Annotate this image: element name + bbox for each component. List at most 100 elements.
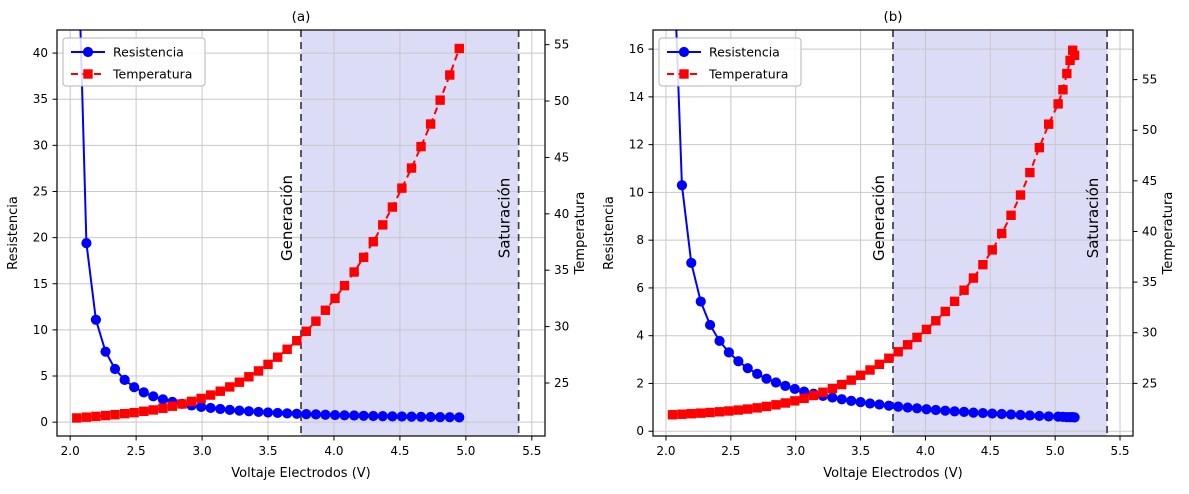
x-axis-label: Voltaje Electrodos (V) xyxy=(823,466,962,481)
marker-temperatura xyxy=(445,70,455,80)
marker-resistencia xyxy=(215,403,226,415)
series-layer xyxy=(667,30,1080,423)
marker-temperatura xyxy=(959,285,969,295)
marker-resistencia xyxy=(196,401,207,412)
legend-label: Temperatura xyxy=(708,67,788,82)
marker-temperatura xyxy=(1025,167,1035,178)
marker-temperatura xyxy=(743,404,753,414)
marker-resistencia xyxy=(977,407,989,419)
marker-temperatura xyxy=(912,332,922,343)
marker-resistencia xyxy=(148,391,159,402)
marker-resistencia xyxy=(415,411,427,422)
y-tick-left-label: 35 xyxy=(33,92,48,106)
marker-resistencia xyxy=(320,409,331,420)
marker-resistencia xyxy=(902,402,913,413)
y-tick-right-label: 45 xyxy=(554,150,569,164)
marker-resistencia xyxy=(846,395,857,406)
marker-temperatura xyxy=(987,245,997,255)
marker-resistencia xyxy=(1069,412,1080,423)
y-tick-right-label: 35 xyxy=(554,263,569,277)
marker-resistencia xyxy=(836,394,847,405)
marker-resistencia xyxy=(349,410,360,421)
marker-temperatura xyxy=(368,236,378,247)
y-tick-left-label: 4 xyxy=(636,329,644,343)
y-tick-left-label: 6 xyxy=(636,281,644,295)
marker-resistencia xyxy=(329,409,341,421)
marker-temperatura xyxy=(282,344,292,354)
marker-resistencia xyxy=(714,335,725,347)
marker-temperatura xyxy=(893,347,903,357)
marker-temperatura xyxy=(808,390,819,401)
marker-temperatura xyxy=(119,408,130,419)
y-tick-left-label: 14 xyxy=(629,90,644,104)
y-tick-right-label: 40 xyxy=(1142,224,1157,238)
marker-temperatura xyxy=(205,390,216,400)
marker-resistencia xyxy=(949,406,960,417)
marker-temperatura xyxy=(705,407,715,418)
marker-temperatura xyxy=(416,141,426,152)
marker-resistencia xyxy=(81,238,92,249)
marker-resistencia xyxy=(874,399,885,410)
marker-temperatura xyxy=(272,352,283,362)
x-tick-label: 5.0 xyxy=(1046,444,1065,458)
x-tick-label: 5.5 xyxy=(1110,444,1129,458)
marker-resistencia xyxy=(911,403,923,414)
marker-resistencia xyxy=(761,373,772,384)
generation-label: Generación xyxy=(278,175,296,261)
marker-temperatura xyxy=(234,377,245,387)
marker-temperatura xyxy=(1058,85,1068,95)
marker-temperatura xyxy=(780,398,791,408)
marker-resistencia xyxy=(301,409,312,420)
y-tick-left-label: 16 xyxy=(629,42,644,56)
marker-resistencia xyxy=(377,411,388,422)
x-tick-label: 3.0 xyxy=(786,444,805,458)
marker-temperatura xyxy=(790,396,800,406)
marker-temperatura xyxy=(686,409,696,419)
marker-resistencia xyxy=(243,406,255,417)
y-tick-left-label: 15 xyxy=(33,277,48,291)
marker-resistencia xyxy=(789,383,800,395)
marker-temperatura xyxy=(846,375,856,385)
marker-resistencia xyxy=(1034,410,1045,422)
marker-temperatura xyxy=(1034,142,1045,153)
marker-resistencia xyxy=(827,392,838,403)
saturation-label: Saturación xyxy=(496,178,514,259)
x-tick-label: 4.5 xyxy=(981,444,1000,458)
marker-temperatura xyxy=(406,163,417,173)
marker-temperatura xyxy=(378,220,388,230)
marker-resistencia xyxy=(704,319,716,331)
marker-resistencia xyxy=(291,408,302,419)
marker-temperatura xyxy=(1015,190,1026,200)
marker-resistencia xyxy=(396,411,407,422)
marker-temperatura xyxy=(997,228,1007,239)
marker-resistencia xyxy=(100,346,111,357)
marker-temperatura xyxy=(358,252,369,263)
marker-temperatura xyxy=(949,296,960,307)
marker-temperatura xyxy=(714,407,725,417)
marker-resistencia xyxy=(770,377,782,388)
marker-temperatura xyxy=(81,412,92,422)
marker-resistencia xyxy=(90,314,102,325)
marker-temperatura xyxy=(1053,99,1063,109)
marker-temperatura xyxy=(139,406,149,417)
subplot-title: (b) xyxy=(883,9,902,25)
marker-resistencia xyxy=(406,411,417,422)
y-axis-label-right: Temperatura xyxy=(1161,192,1176,276)
marker-resistencia xyxy=(310,409,322,420)
y-tick-right-label: 30 xyxy=(554,320,569,334)
marker-temperatura xyxy=(196,393,206,404)
marker-temperatura xyxy=(1065,55,1075,66)
marker-temperatura xyxy=(931,316,941,326)
marker-resistencia xyxy=(262,407,274,418)
marker-resistencia xyxy=(864,398,876,409)
marker-resistencia xyxy=(282,408,293,419)
marker-temperatura xyxy=(110,409,120,420)
marker-temperatura xyxy=(72,413,82,423)
y-tick-left-label: 12 xyxy=(629,138,644,152)
y-tick-left-label: 2 xyxy=(636,376,644,390)
x-tick-label: 2.5 xyxy=(721,444,740,458)
marker-resistencia xyxy=(921,404,932,415)
y-tick-left-label: 10 xyxy=(33,323,48,337)
y-axis-label-left: Resistencia xyxy=(6,196,21,270)
